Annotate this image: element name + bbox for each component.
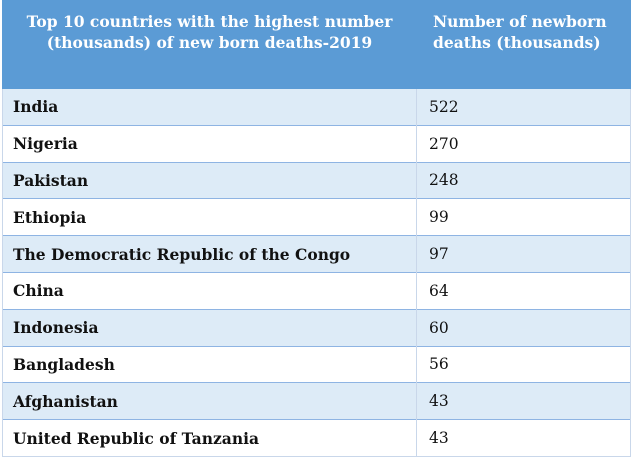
table-row: United Republic of Tanzania 43 xyxy=(2,419,631,457)
header-row: Top 10 countries with the highest number… xyxy=(2,0,631,89)
table-row: India 522 xyxy=(2,88,631,126)
table-row: Ethiopia 99 xyxy=(2,198,631,236)
deaths-cell: 270 xyxy=(416,124,631,163)
table-row: Nigeria 270 xyxy=(2,124,631,163)
deaths-cell: 43 xyxy=(416,382,631,420)
deaths-cell: 64 xyxy=(416,271,631,310)
country-cell: China xyxy=(2,271,417,310)
country-cell: Ethiopia xyxy=(2,198,417,236)
table-row: Bangladesh 56 xyxy=(2,345,631,383)
deaths-cell: 97 xyxy=(416,235,631,273)
deaths-cell: 60 xyxy=(416,308,631,347)
country-cell: Indonesia xyxy=(2,308,417,347)
table-header: Top 10 countries with the highest number… xyxy=(2,0,631,89)
country-cell: Nigeria xyxy=(2,124,417,163)
country-cell: Pakistan xyxy=(2,161,417,199)
deaths-cell: 99 xyxy=(416,198,631,236)
table-row: Afghanistan 43 xyxy=(2,382,631,420)
country-cell: The Democratic Republic of the Congo xyxy=(2,235,417,273)
country-cell: United Republic of Tanzania xyxy=(2,419,417,457)
deaths-cell: 43 xyxy=(416,419,631,457)
header-country: Top 10 countries with the highest number… xyxy=(2,0,417,89)
table-row: The Democratic Republic of the Congo 97 xyxy=(2,235,631,273)
newborn-deaths-table: Top 10 countries with the highest number… xyxy=(2,0,631,457)
table-body: India 522 Nigeria 270 Pakistan 248 Ethiopia 99 T… xyxy=(2,88,631,457)
deaths-cell: 248 xyxy=(416,161,631,199)
country-cell: India xyxy=(2,88,417,126)
country-cell: Afghanistan xyxy=(2,382,417,420)
table-row: Pakistan 248 xyxy=(2,161,631,199)
deaths-cell: 56 xyxy=(416,345,631,383)
table-row: China 64 xyxy=(2,271,631,310)
header-deaths: Number of newborn deaths (thousands) xyxy=(416,0,631,89)
deaths-cell: 522 xyxy=(416,88,631,126)
table-row: Indonesia 60 xyxy=(2,308,631,347)
country-cell: Bangladesh xyxy=(2,345,417,383)
